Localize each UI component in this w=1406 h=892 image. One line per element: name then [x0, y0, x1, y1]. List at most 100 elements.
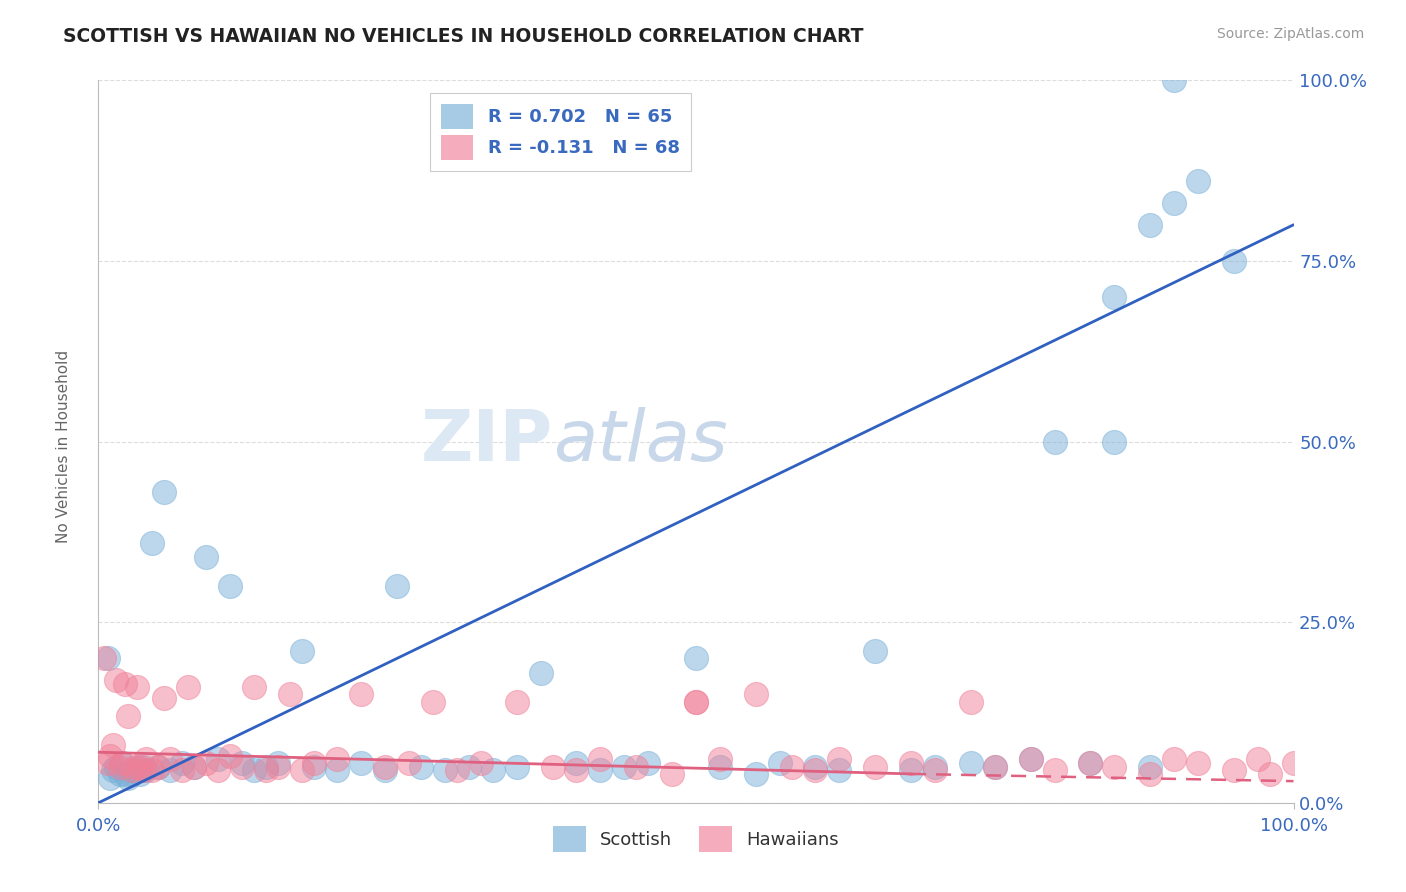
Point	[183, 760, 205, 774]
Point	[105, 760, 128, 774]
Point	[900, 764, 922, 778]
Point	[231, 756, 253, 770]
Point	[1223, 253, 1246, 268]
Point	[291, 764, 314, 778]
Point	[506, 695, 529, 709]
Point	[565, 764, 588, 778]
Point	[745, 687, 768, 701]
Point	[114, 767, 136, 781]
Point	[1104, 434, 1126, 449]
Point	[243, 680, 266, 694]
Point	[1187, 756, 1209, 770]
Point	[148, 760, 170, 774]
Point	[900, 756, 922, 770]
Point	[97, 756, 120, 770]
Point	[1043, 434, 1066, 449]
Point	[129, 767, 152, 781]
Point	[1223, 764, 1246, 778]
Point	[1163, 73, 1185, 87]
Point	[541, 760, 564, 774]
Text: SCOTTISH VS HAWAIIAN NO VEHICLES IN HOUSEHOLD CORRELATION CHART: SCOTTISH VS HAWAIIAN NO VEHICLES IN HOUS…	[63, 27, 863, 45]
Point	[148, 760, 170, 774]
Point	[960, 756, 983, 770]
Point	[135, 764, 157, 778]
Point	[291, 644, 314, 658]
Point	[685, 695, 707, 709]
Text: ZIP: ZIP	[420, 407, 553, 476]
Point	[565, 756, 588, 770]
Point	[302, 760, 325, 774]
Point	[1247, 752, 1270, 766]
Point	[637, 756, 659, 770]
Point	[865, 644, 887, 658]
Point	[865, 760, 887, 774]
Point	[121, 767, 143, 781]
Point	[1139, 218, 1161, 232]
Point	[302, 756, 325, 770]
Point	[1163, 196, 1185, 211]
Point	[117, 771, 139, 785]
Point	[1258, 767, 1281, 781]
Point	[422, 695, 444, 709]
Point	[114, 676, 136, 690]
Point	[984, 760, 1007, 774]
Point	[141, 535, 163, 549]
Point	[135, 752, 157, 766]
Point	[350, 687, 373, 701]
Point	[172, 764, 194, 778]
Point	[589, 752, 612, 766]
Point	[111, 756, 134, 770]
Legend: Scottish, Hawaiians: Scottish, Hawaiians	[546, 819, 846, 859]
Point	[98, 771, 122, 785]
Point	[530, 665, 553, 680]
Point	[1139, 760, 1161, 774]
Point	[207, 764, 229, 778]
Point	[231, 760, 253, 774]
Point	[101, 764, 124, 778]
Point	[125, 760, 148, 774]
Text: atlas: atlas	[553, 407, 727, 476]
Point	[98, 748, 122, 763]
Point	[1282, 756, 1305, 770]
Point	[254, 764, 277, 778]
Point	[172, 756, 194, 770]
Point	[924, 764, 946, 778]
Point	[398, 756, 420, 770]
Point	[219, 748, 242, 763]
Point	[132, 760, 155, 774]
Point	[159, 764, 181, 778]
Point	[177, 680, 200, 694]
Point	[385, 579, 409, 593]
Point	[924, 760, 946, 774]
Point	[804, 760, 827, 774]
Point	[111, 756, 134, 770]
Text: Source: ZipAtlas.com: Source: ZipAtlas.com	[1216, 27, 1364, 41]
Point	[1104, 290, 1126, 304]
Point	[828, 764, 851, 778]
Point	[506, 760, 529, 774]
Point	[108, 760, 131, 774]
Point	[960, 695, 983, 709]
Point	[129, 760, 152, 774]
Point	[434, 764, 457, 778]
Point	[685, 695, 707, 709]
Point	[97, 651, 120, 665]
Point	[93, 651, 115, 665]
Point	[1080, 756, 1102, 770]
Point	[183, 760, 205, 774]
Point	[326, 764, 349, 778]
Point	[278, 687, 301, 701]
Point	[374, 764, 396, 778]
Point	[105, 673, 128, 687]
Text: No Vehicles in Household: No Vehicles in Household	[56, 350, 70, 542]
Point	[124, 760, 146, 774]
Point	[709, 760, 731, 774]
Point	[254, 760, 277, 774]
Point	[1019, 752, 1042, 766]
Point	[125, 680, 148, 694]
Point	[195, 550, 218, 565]
Point	[108, 767, 131, 781]
Point	[132, 764, 155, 778]
Point	[350, 756, 373, 770]
Point	[1163, 752, 1185, 766]
